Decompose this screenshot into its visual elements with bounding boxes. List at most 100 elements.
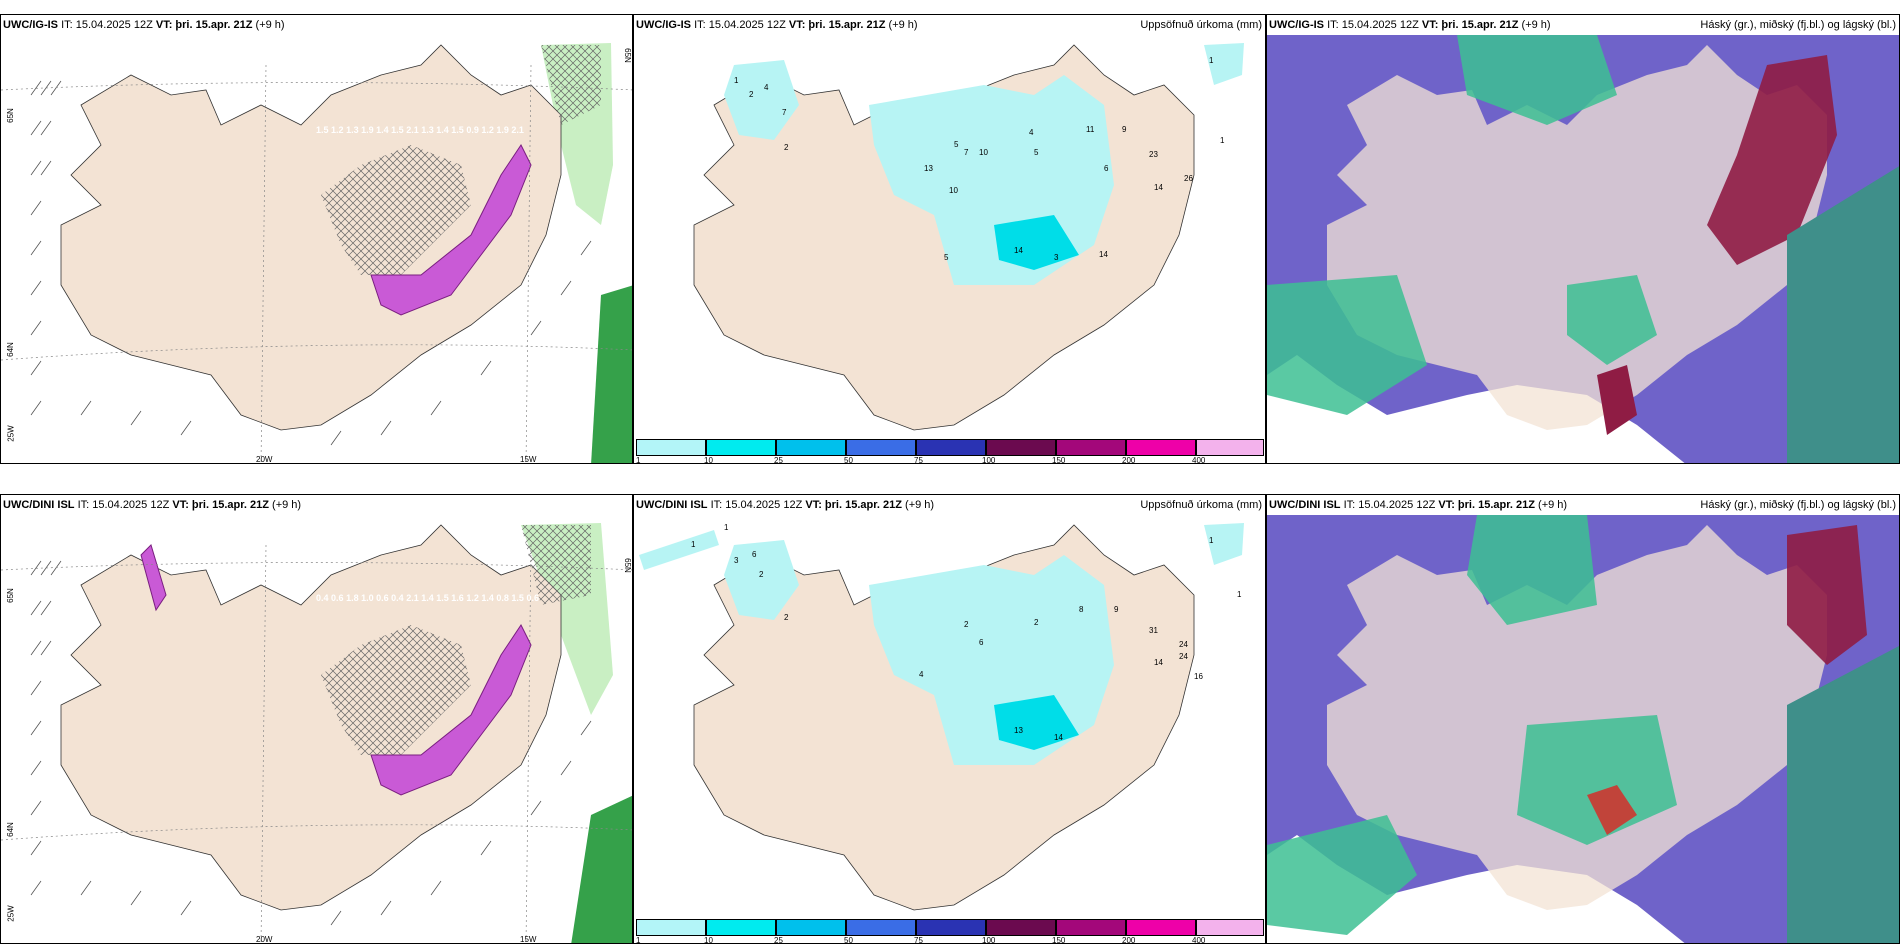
colorbar-swatch [916,919,986,936]
colorbar-tick: 100 [982,936,996,944]
svg-text:1: 1 [724,523,729,532]
svg-text:1: 1 [1220,136,1225,145]
cloud-title: Háský (gr.), miðský (fj.bl.) og lágský (… [1700,499,1896,511]
panel-wind-precip-dini: UWC/DINI ISL IT: 15.04.2025 12Z VT: þri.… [0,494,633,944]
svg-text:9: 9 [1122,125,1127,134]
svg-text:1: 1 [1209,536,1214,545]
colorbar-swatch [986,439,1056,456]
svg-text:1: 1 [1209,56,1214,65]
svg-text:26: 26 [1184,174,1193,183]
panel-header: UWC/DINI ISL IT: 15.04.2025 12Z VT: þri.… [1,495,632,515]
svg-text:10: 10 [979,148,988,157]
colorbar-tick: 25 [774,936,783,944]
svg-text:24: 24 [1179,640,1188,649]
svg-text:13: 13 [1014,726,1023,735]
precip-map: 1 2 4 7 2 5 7 10 4 5 11 9 6 23 26 14 10 … [634,35,1265,439]
colorbar-swatch [636,439,706,456]
colorbar-swatch [916,439,986,456]
panel-wind-precip-ig: UWC/IG-IS IT: 15.04.2025 12Z VT: þri. 15… [0,14,633,464]
svg-text:9: 9 [1114,605,1119,614]
colorbar-swatch [1126,439,1196,456]
panel-precip-ig: UWC/IG-IS IT: 15.04.2025 12Z VT: þri. 15… [633,14,1266,464]
svg-text:11: 11 [1086,125,1095,134]
colorbar-tick: 200 [1122,936,1136,944]
svg-text:16: 16 [1194,672,1203,681]
lon-label-20w: 20W [256,455,273,464]
svg-text:2: 2 [1034,618,1039,627]
colorbar-swatch [1126,919,1196,936]
panel-cloud-dini: UWC/DINI ISL IT: 15.04.2025 12Z VT: þri.… [1266,494,1900,944]
svg-text:4: 4 [764,83,769,92]
colorbar-tick: 1 [636,936,641,944]
colorbar-swatch [706,439,776,456]
lat-label-65n-right: 65N [622,48,632,63]
colorbar-swatch [706,919,776,936]
wind-precip-values: 1.5 1.2 1.3 1.9 1.4 1.5 2.1 1.3 1.4 1.5 … [316,125,524,135]
colorbar-swatch [776,439,846,456]
wind-barbs [30,80,592,446]
cloud-title: Háský (gr.), miðský (fj.bl.) og lágský (… [1700,19,1896,31]
svg-text:14: 14 [1154,183,1163,192]
svg-text:5: 5 [1034,148,1039,157]
svg-text:14: 14 [1154,658,1163,667]
svg-text:3: 3 [1054,253,1059,262]
svg-text:23: 23 [1149,150,1158,159]
colorbar-tick: 75 [914,456,923,464]
svg-text:2: 2 [784,143,789,152]
panel-header: UWC/IG-IS IT: 15.04.2025 12Z VT: þri. 15… [1267,15,1899,35]
colorbar-swatch [986,919,1056,936]
colorbar-tick: 400 [1192,456,1206,464]
svg-text:1: 1 [1237,590,1242,599]
colorbar-swatch [776,919,846,936]
panel-header: UWC/DINI ISL IT: 15.04.2025 12Z VT: þri.… [1267,495,1899,515]
wind-precip-map [1,515,632,943]
svg-text:3: 3 [734,556,739,565]
colorbar-tick: 100 [982,456,996,464]
wind-precip-map [1,35,632,463]
svg-text:6: 6 [1104,164,1109,173]
colorbar-swatch [1056,919,1126,936]
colorbar-swatch [1196,919,1264,936]
svg-text:10: 10 [949,186,958,195]
svg-text:2: 2 [964,620,969,629]
colorbar-swatch [1056,439,1126,456]
colorbar-tick: 150 [1052,456,1066,464]
colorbar-swatch [1196,439,1264,456]
svg-text:6: 6 [979,638,984,647]
svg-text:24: 24 [1179,652,1188,661]
precip-map: 3 6 2 2 1 1 2 6 2 8 9 31 24 24 14 16 4 1… [634,515,1265,919]
lat-label-65n: 65N [5,108,15,123]
colorbar-tick: 10 [704,456,713,464]
colorbar-swatch [846,439,916,456]
svg-text:4: 4 [1029,128,1034,137]
colorbar-tick: 200 [1122,456,1136,464]
panel-header: UWC/IG-IS IT: 15.04.2025 12Z VT: þri. 15… [1,15,632,35]
lat-label-65n: 65N [5,588,15,603]
svg-text:13: 13 [924,164,933,173]
colorbar-tick: 25 [774,456,783,464]
colorbar-swatch [636,919,706,936]
panel-header: UWC/DINI ISL IT: 15.04.2025 12Z VT: þri.… [634,495,1265,515]
precip-numbers: 1 2 4 7 2 5 7 10 4 5 11 9 6 23 26 14 10 … [734,56,1225,262]
cloud-map [1267,515,1899,943]
panel-cloud-ig: UWC/IG-IS IT: 15.04.2025 12Z VT: þri. 15… [1266,14,1900,464]
svg-text:6: 6 [752,550,757,559]
colorbar: 1 10 25 50 75 100 150 200 400 [634,439,1265,464]
lat-label-65n-right: 65N [622,558,632,573]
lat-label-64n: 64N [5,342,15,357]
svg-text:31: 31 [1149,626,1158,635]
svg-text:5: 5 [944,253,949,262]
svg-text:1: 1 [691,540,696,549]
lon-label-15w: 15W [520,935,537,944]
colorbar-tick: 75 [914,936,923,944]
colorbar-swatch [846,919,916,936]
lat-label-64n: 64N [5,822,15,837]
lon-label-15w: 15W [520,455,537,464]
precip-title: Uppsöfnuð úrkoma (mm) [1140,499,1262,511]
colorbar-tick: 10 [704,936,713,944]
lon-label-20w: 20W [256,935,273,944]
colorbar-tick: 150 [1052,936,1066,944]
lon-label-25w: 25W [6,425,16,442]
cloud-map [1267,35,1899,463]
svg-text:7: 7 [964,148,969,157]
